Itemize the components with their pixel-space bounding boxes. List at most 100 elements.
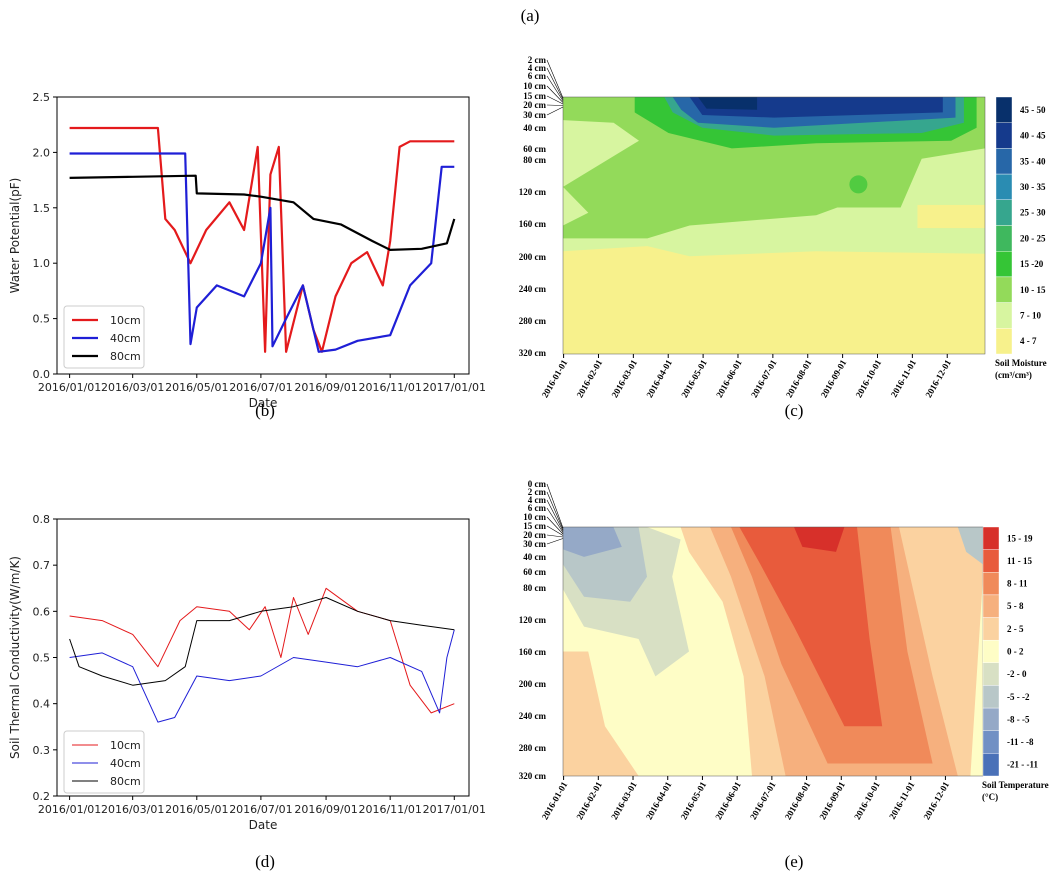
temperature-region	[957, 527, 983, 565]
moisture-region	[727, 266, 745, 290]
depth-leader	[546, 534, 564, 538]
depth-label: 10 cm	[523, 512, 546, 522]
colorbar-swatch	[995, 148, 1013, 175]
y-tick-label: 0.7	[33, 559, 51, 572]
caption-a: (a)	[520, 6, 540, 25]
colorbar-label: 30 - 35	[1020, 182, 1046, 192]
series-line-10cm	[69, 587, 455, 714]
depth-leader	[546, 516, 564, 535]
depth-label: 30 cm	[523, 539, 546, 549]
colorbar-label: -8 - -5	[1007, 714, 1030, 724]
temperature-region	[794, 527, 845, 552]
depth-label: 120 cm	[519, 187, 547, 197]
depth-leader	[546, 95, 564, 105]
x-tick-label: 2016/03/01	[101, 381, 164, 394]
depth-label: 40 cm	[523, 123, 546, 133]
x-tick-label: 2016-12-01	[921, 780, 951, 822]
y-tick-label: 2.5	[33, 91, 51, 104]
legend-label: 40cm	[110, 332, 141, 345]
y-tick-label: 0.0	[33, 368, 51, 381]
depth-label: 15 cm	[523, 91, 546, 101]
depth-label: 160 cm	[519, 219, 547, 229]
x-tick-label: 2016/09/01	[294, 381, 357, 394]
x-tick-label: 2016-03-01	[609, 780, 639, 822]
x-tick-label: 2016-11-01	[889, 358, 919, 399]
colorbar-swatch	[995, 276, 1013, 303]
colorbar-label: -21 - -11	[1007, 760, 1038, 770]
colorbar-swatch	[982, 685, 1000, 709]
colorbar-swatch	[995, 96, 1013, 123]
depth-leader	[546, 507, 564, 533]
depth-label: 15 cm	[523, 521, 546, 531]
temperature-region	[563, 527, 622, 557]
depth-label: 2 cm	[528, 487, 547, 497]
depth-label: 0 cm	[528, 479, 547, 489]
colorbar-label: -2 - 0	[1007, 669, 1027, 679]
colorbar-label: 15 - 19	[1007, 533, 1033, 543]
x-tick-label: 2016-03-01	[609, 358, 639, 400]
y-tick-label: 0.5	[33, 313, 51, 326]
x-axis-label: Date	[249, 396, 278, 410]
legend-label: 80cm	[110, 350, 141, 363]
x-tick-label: 2016/09/01	[294, 803, 357, 816]
x-tick-label: 2016-09-01	[817, 780, 847, 822]
depth-label: 200 cm	[519, 679, 547, 689]
x-tick-label: 2016-05-01	[679, 780, 709, 822]
x-tick-label: 2016/05/01	[165, 803, 228, 816]
depth-label: 4 cm	[528, 495, 547, 505]
colorbar-swatch	[982, 549, 1000, 573]
x-tick-label: 2017/01/01	[423, 803, 486, 816]
y-tick-label: 0.8	[33, 513, 51, 526]
colorbar-label: 8 - 11	[1007, 579, 1028, 589]
depth-label: 80 cm	[523, 155, 546, 165]
depth-label: 60 cm	[523, 567, 546, 577]
series-line-80cm	[69, 597, 455, 686]
colorbar-label: 5 - 8	[1007, 601, 1024, 611]
depth-label: 60 cm	[523, 144, 546, 154]
y-tick-label: 0.5	[33, 652, 51, 665]
moisture-region	[849, 175, 868, 194]
colorbar-label: 20 - 25	[1020, 233, 1046, 243]
colorbar-swatch	[995, 173, 1013, 201]
x-tick-label: 2016-07-01	[749, 358, 779, 400]
x-tick-label: 2016/03/01	[101, 803, 164, 816]
depth-label: 20 cm	[523, 530, 546, 540]
x-tick-label: 2016-06-01	[714, 358, 744, 400]
colorbar-swatch	[995, 250, 1013, 278]
depth-leader	[546, 67, 564, 100]
x-tick-label: 2016/11/01	[358, 803, 421, 816]
colorbar-swatch	[982, 617, 1000, 641]
colorbar-label: 45 - 50	[1020, 105, 1046, 115]
colorbar-swatch	[995, 225, 1013, 252]
moisture-region	[917, 204, 985, 229]
x-tick-label: 2016-05-01	[679, 358, 709, 400]
caption-e: (e)	[784, 852, 804, 871]
depth-label: 320 cm	[519, 771, 547, 781]
colorbar-swatch	[995, 122, 1013, 149]
legend-label: 10cm	[110, 314, 141, 327]
legend-label: 80cm	[110, 775, 141, 788]
legend-label: 40cm	[110, 757, 141, 770]
y-tick-label: 1.0	[33, 257, 51, 270]
y-tick-label: 1.5	[33, 202, 51, 215]
colorbar-swatch	[995, 199, 1013, 226]
depth-leader	[546, 85, 564, 103]
depth-label: 20 cm	[523, 100, 546, 110]
depth-leader	[546, 491, 564, 530]
y-tick-label: 0.3	[33, 744, 51, 757]
plot-frame	[562, 96, 986, 355]
legend-label: 10cm	[110, 739, 141, 752]
temperature-region	[739, 527, 883, 727]
colorbar-swatch	[982, 594, 1000, 618]
colorbar-label: 10 - 15	[1020, 285, 1046, 295]
depth-label: 240 cm	[519, 711, 547, 721]
x-tick-label: 2017/01/01	[423, 381, 486, 394]
depth-label: 10 cm	[523, 81, 546, 91]
x-tick-label: 2016/07/01	[229, 381, 292, 394]
x-tick-label: 2016-11-01	[887, 780, 917, 821]
x-tick-label: 2016-06-01	[713, 780, 743, 822]
series-line-80cm	[69, 174, 456, 251]
